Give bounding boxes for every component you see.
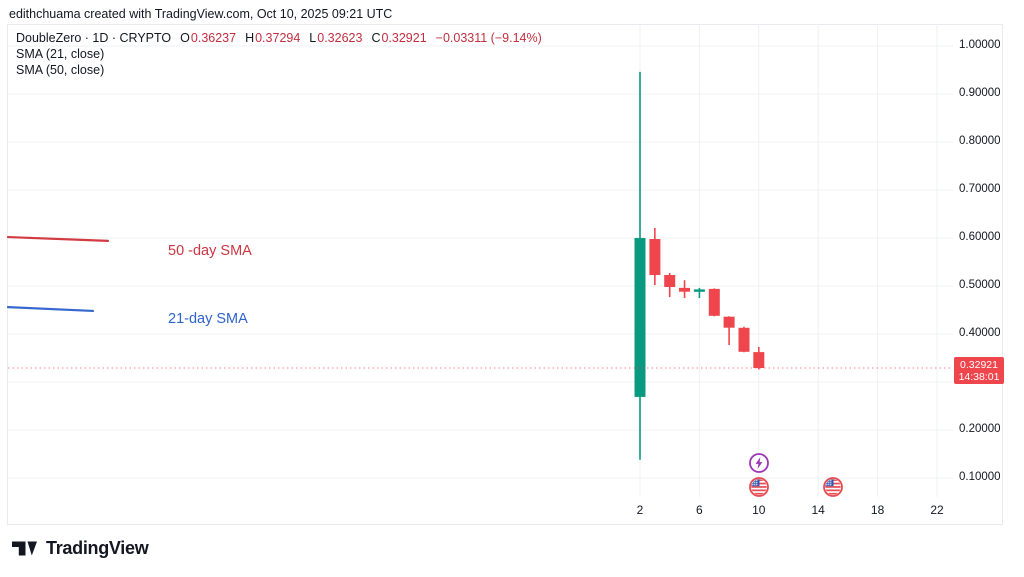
candle-body — [738, 327, 750, 352]
sma50-annotation[interactable]: 50 -day SMA — [168, 243, 252, 259]
legend-panel: DoubleZero · 1D · CRYPTO O 0.36237 H 0.372… — [16, 30, 542, 78]
price-axis-label: 1.00000 — [959, 39, 1001, 51]
us-flag-event-icon[interactable] — [822, 476, 844, 498]
tradingview-logo[interactable]: TradingView — [11, 538, 149, 559]
candle-day-6[interactable] — [693, 287, 705, 298]
candle-body — [708, 288, 720, 316]
price-axis-label: 0.40000 — [959, 327, 1001, 339]
price-axis-label: 0.70000 — [959, 183, 1001, 195]
ohlc-open: O 0.36237 — [180, 31, 237, 45]
lightning-event-icon[interactable] — [748, 452, 770, 474]
chart-frame — [7, 24, 1003, 525]
time-axis-label: 2 — [636, 503, 644, 517]
tradingview-logo-mark — [12, 541, 37, 556]
badge-price: 0.32921 — [960, 358, 998, 371]
candle-body — [723, 316, 735, 328]
time-axis-label: 6 — [696, 503, 703, 517]
ohlc-high: H 0.37294 — [245, 31, 301, 45]
legend-symbol-row[interactable]: DoubleZero · 1D · CRYPTO O 0.36237 H 0.372… — [16, 30, 542, 46]
price-axis-label: 0.10000 — [959, 471, 1001, 483]
candle-day-5[interactable] — [679, 280, 690, 298]
candle-day-7[interactable] — [708, 288, 720, 317]
symbol-title: DoubleZero · 1D · CRYPTO — [16, 31, 172, 45]
candle-body — [679, 287, 690, 292]
current-price-badge: 0.32921 14:38:01 — [954, 357, 1004, 384]
price-axis-label: 0.60000 — [959, 231, 1001, 243]
price-axis-label: 0.80000 — [959, 135, 1001, 147]
candle-day-4[interactable] — [664, 273, 676, 298]
sma21-line — [6, 306, 95, 313]
candle-body — [753, 352, 765, 368]
indicator-row-sma50[interactable]: SMA (50, close) — [16, 63, 105, 77]
price-axis-label: 0.20000 — [959, 423, 1001, 435]
candle-day-8[interactable] — [723, 316, 735, 346]
candle-day-10[interactable] — [753, 346, 765, 370]
candle-body — [634, 238, 646, 397]
time-axis-label: 18 — [870, 503, 885, 517]
indicator-row-sma21[interactable]: SMA (21, close) — [16, 47, 105, 61]
badge-countdown: 14:38:01 — [958, 370, 1000, 383]
ohlc-close: C 0.32921 — [371, 31, 427, 45]
candle-body — [693, 289, 705, 292]
candle-day-2[interactable] — [634, 71, 646, 460]
ohlc-low: L 0.32623 — [309, 31, 363, 45]
time-axis-label: 22 — [930, 503, 944, 517]
tradingview-logo-text: TradingView — [46, 538, 149, 558]
candle-day-3[interactable] — [649, 227, 661, 286]
time-axis-label: 10 — [752, 503, 766, 517]
price-axis[interactable]: 1.00000 0.90000 0.80000 0.70000 0.60000 0.500… — [953, 24, 1004, 525]
us-flag-event-icon[interactable] — [748, 476, 770, 498]
sma50-line — [6, 235, 110, 242]
candle-body — [649, 239, 661, 275]
price-axis-label: 0.90000 — [959, 87, 1001, 99]
watermark-text: edithchuama created with TradingView.com… — [9, 7, 393, 21]
candle-day-9[interactable] — [738, 326, 750, 353]
change-value: −0.03311 (−9.14%) — [435, 31, 542, 45]
price-axis-label: 0.50000 — [959, 279, 1001, 291]
sma21-annotation[interactable]: 21-day SMA — [168, 311, 248, 327]
candle-body — [664, 275, 676, 287]
time-axis-label: 14 — [811, 503, 825, 517]
time-axis[interactable]: 2 6 10 14 18 22 — [7, 497, 953, 525]
